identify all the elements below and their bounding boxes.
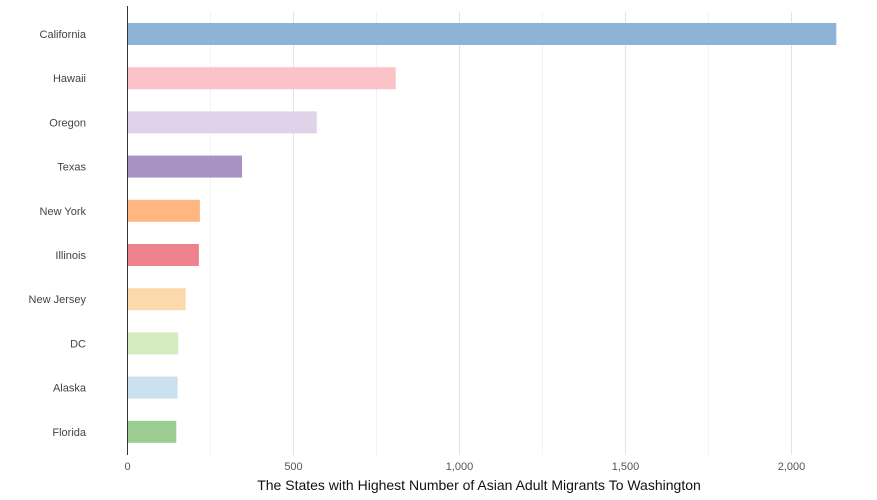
x-tick-label: 1,500 xyxy=(612,461,640,473)
category-label: New Jersey xyxy=(29,294,87,306)
category-label: Hawaii xyxy=(53,73,86,85)
x-tick-label: 2,000 xyxy=(778,461,806,473)
bar-florida xyxy=(127,420,177,443)
category-label: DC xyxy=(70,338,86,350)
category-label: Illinois xyxy=(55,250,86,262)
category-label: Oregon xyxy=(49,117,86,129)
category-label: Alaska xyxy=(53,383,87,395)
category-label: Florida xyxy=(52,427,87,439)
bar-alaska xyxy=(127,376,178,399)
category-label: Texas xyxy=(57,162,86,174)
category-label: New York xyxy=(40,206,87,218)
bars xyxy=(127,23,837,443)
bar-dc xyxy=(127,332,179,355)
x-tick-label: 1,000 xyxy=(446,461,474,473)
bar-texas xyxy=(127,155,243,178)
x-axis-title: The States with Highest Number of Asian … xyxy=(257,477,701,493)
category-label: California xyxy=(40,29,87,41)
x-tick-label: 0 xyxy=(124,461,130,473)
bar-hawaii xyxy=(127,67,396,90)
bar-new-jersey xyxy=(127,288,186,311)
bar-oregon xyxy=(127,111,317,134)
x-tick-labels: 0 500 1,000 1,500 2,000 xyxy=(124,461,805,473)
bar-illinois xyxy=(127,244,199,266)
category-labels: California Hawaii Oregon Texas New York Illin… xyxy=(29,29,87,439)
bar-new-york xyxy=(127,199,200,222)
x-tick-label: 500 xyxy=(284,461,302,473)
bar-california xyxy=(127,23,837,45)
